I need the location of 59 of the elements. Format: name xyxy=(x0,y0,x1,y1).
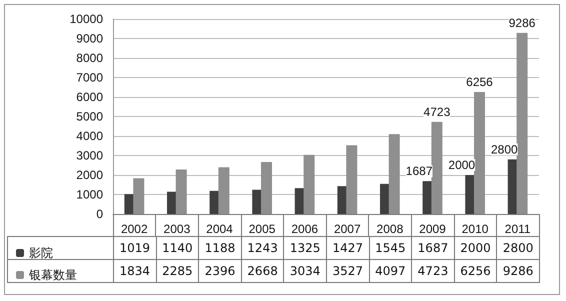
bar xyxy=(304,154,315,214)
data-label: 2668 xyxy=(241,260,284,282)
x-tick-label: 2011 xyxy=(504,222,531,236)
bar xyxy=(261,162,272,214)
data-label: 3527 xyxy=(326,260,370,282)
data-label: 2396 xyxy=(198,260,242,282)
annotation: 6256 xyxy=(466,75,494,90)
data-label: 1427 xyxy=(326,236,370,260)
annotation: 4723 xyxy=(424,104,451,119)
data-label: 4097 xyxy=(369,260,412,282)
y-tick-label: 9000 xyxy=(76,32,104,46)
x-tick-label: 2006 xyxy=(291,222,318,236)
data-label: 9286 xyxy=(496,260,540,282)
data-label: 2800 xyxy=(496,236,540,260)
bar xyxy=(346,145,358,214)
y-tick-label: 5000 xyxy=(76,110,104,124)
data-label: 1188 xyxy=(198,236,242,260)
data-label: 1687 xyxy=(412,236,454,260)
bar xyxy=(516,32,528,214)
x-tick-label: 2005 xyxy=(248,222,276,236)
x-tick-label: 2002 xyxy=(120,222,148,236)
y-tick-label: 0 xyxy=(96,207,104,221)
x-tick-label: 2009 xyxy=(419,222,446,236)
annotation: 9286 xyxy=(508,16,536,30)
bar xyxy=(431,122,442,214)
legend-label: 银幕数量 xyxy=(28,268,77,282)
x-tick-label: 2003 xyxy=(164,222,191,236)
data-label: 3034 xyxy=(284,260,326,282)
y-tick-label: 7000 xyxy=(76,70,104,84)
y-tick-label: 10000 xyxy=(70,12,104,26)
y-tick-label: 4000 xyxy=(76,129,104,143)
annotation: 2000 xyxy=(448,158,476,172)
data-label: 1545 xyxy=(369,236,412,260)
annotation: 1687 xyxy=(406,164,433,178)
x-tick-label: 2008 xyxy=(376,222,404,236)
data-label: 6256 xyxy=(454,260,497,282)
data-label: 1243 xyxy=(241,236,284,260)
y-tick-label: 3000 xyxy=(76,148,104,162)
data-label: 4723 xyxy=(412,260,454,282)
data-label: 1019 xyxy=(114,236,156,260)
x-tick-label: 2007 xyxy=(334,222,361,236)
x-tick-label: 2010 xyxy=(462,222,489,236)
data-label: 1834 xyxy=(114,260,156,282)
bar xyxy=(388,134,400,214)
annotation: 2800 xyxy=(490,142,518,156)
data-label: 2000 xyxy=(454,236,497,260)
data-label: 1325 xyxy=(284,236,326,260)
bar xyxy=(218,167,230,214)
bar xyxy=(176,169,187,214)
y-tick-label: 2000 xyxy=(76,168,104,182)
bar xyxy=(133,178,144,214)
legend-label: 影院 xyxy=(29,246,53,260)
y-tick-label: 1000 xyxy=(76,188,104,202)
data-label: 2285 xyxy=(156,260,199,282)
y-tick-label: 8000 xyxy=(76,51,104,65)
x-tick-label: 2004 xyxy=(206,222,234,236)
y-tick-label: 6000 xyxy=(76,90,104,104)
bar xyxy=(474,92,485,214)
data-label: 1140 xyxy=(156,236,199,260)
